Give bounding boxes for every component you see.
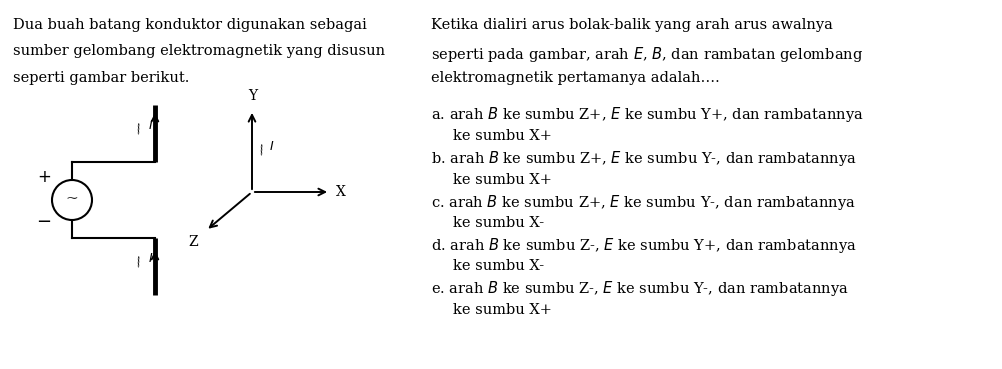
- Text: ke sumbu X-: ke sumbu X-: [453, 216, 544, 230]
- Text: $I$: $I$: [270, 139, 275, 152]
- Text: ~: ~: [65, 192, 78, 206]
- Text: /: /: [135, 122, 142, 135]
- Text: b. arah $B$ ke sumbu Z+, $E$ ke sumbu Y-, dan rambatannya: b. arah $B$ ke sumbu Z+, $E$ ke sumbu Y-…: [431, 149, 857, 168]
- Text: Y: Y: [248, 89, 258, 103]
- Text: $I$: $I$: [148, 252, 153, 265]
- Text: Z: Z: [188, 235, 197, 249]
- Text: +: +: [37, 168, 51, 186]
- Text: sumber gelombang elektromagnetik yang disusun: sumber gelombang elektromagnetik yang di…: [13, 45, 385, 59]
- Text: Dua buah batang konduktor digunakan sebagai: Dua buah batang konduktor digunakan seba…: [13, 18, 367, 32]
- Text: −: −: [36, 213, 51, 231]
- Text: elektromagnetik pertamanya adalah….: elektromagnetik pertamanya adalah….: [431, 71, 719, 85]
- Text: seperti pada gambar, arah $E$, $B$, dan rambatan gelombang: seperti pada gambar, arah $E$, $B$, dan …: [431, 45, 863, 63]
- Text: ke sumbu X+: ke sumbu X+: [453, 129, 551, 143]
- Text: ke sumbu X+: ke sumbu X+: [453, 303, 551, 317]
- Text: d. arah $B$ ke sumbu Z-, $E$ ke sumbu Y+, dan rambatannya: d. arah $B$ ke sumbu Z-, $E$ ke sumbu Y+…: [431, 236, 857, 255]
- Text: X: X: [336, 185, 346, 199]
- Text: /: /: [258, 142, 266, 156]
- Text: Ketika dialiri arus bolak-balik yang arah arus awalnya: Ketika dialiri arus bolak-balik yang ara…: [431, 18, 833, 32]
- Text: ke sumbu X+: ke sumbu X+: [453, 172, 551, 186]
- Text: ke sumbu X-: ke sumbu X-: [453, 259, 544, 273]
- Text: /: /: [135, 255, 142, 268]
- Text: a. arah $B$ ke sumbu Z+, $E$ ke sumbu Y+, dan rambatannya: a. arah $B$ ke sumbu Z+, $E$ ke sumbu Y+…: [431, 106, 863, 124]
- Text: seperti gambar berikut.: seperti gambar berikut.: [13, 71, 189, 85]
- Text: c. arah $B$ ke sumbu Z+, $E$ ke sumbu Y-, dan rambatannya: c. arah $B$ ke sumbu Z+, $E$ ke sumbu Y-…: [431, 193, 855, 211]
- Text: e. arah $B$ ke sumbu Z-, $E$ ke sumbu Y-, dan rambatannya: e. arah $B$ ke sumbu Z-, $E$ ke sumbu Y-…: [431, 279, 849, 299]
- Text: $I$: $I$: [148, 119, 153, 132]
- Circle shape: [52, 180, 92, 220]
